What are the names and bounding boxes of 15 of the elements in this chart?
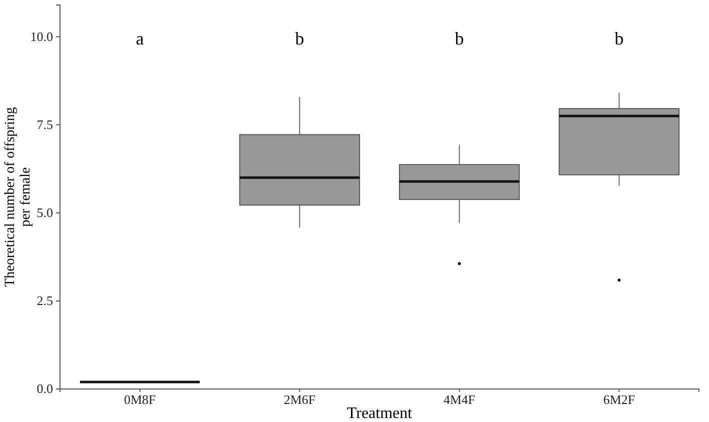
- x-tick-label: 4M4F: [443, 392, 476, 408]
- x-tick-label: 0M8F: [124, 392, 156, 408]
- x-tick-label: 6M2F: [603, 392, 636, 408]
- x-tick-label: 2M6F: [284, 392, 316, 408]
- y-axis-title: Theoretical number of offspring per female: [3, 107, 34, 287]
- annotation: b: [614, 28, 624, 48]
- y-tick-label: 10.0: [30, 28, 53, 44]
- annotation: b: [295, 28, 304, 48]
- annotation: b: [454, 28, 464, 48]
- y-tick-label: 0.0: [36, 381, 53, 396]
- x-axis-title: Treatment: [346, 405, 413, 422]
- y-tick-label: 2.5: [36, 293, 53, 308]
- annotation: a: [136, 28, 144, 48]
- y-tick-label: 5.0: [36, 205, 53, 220]
- y-tick-label: 7.5: [36, 116, 53, 132]
